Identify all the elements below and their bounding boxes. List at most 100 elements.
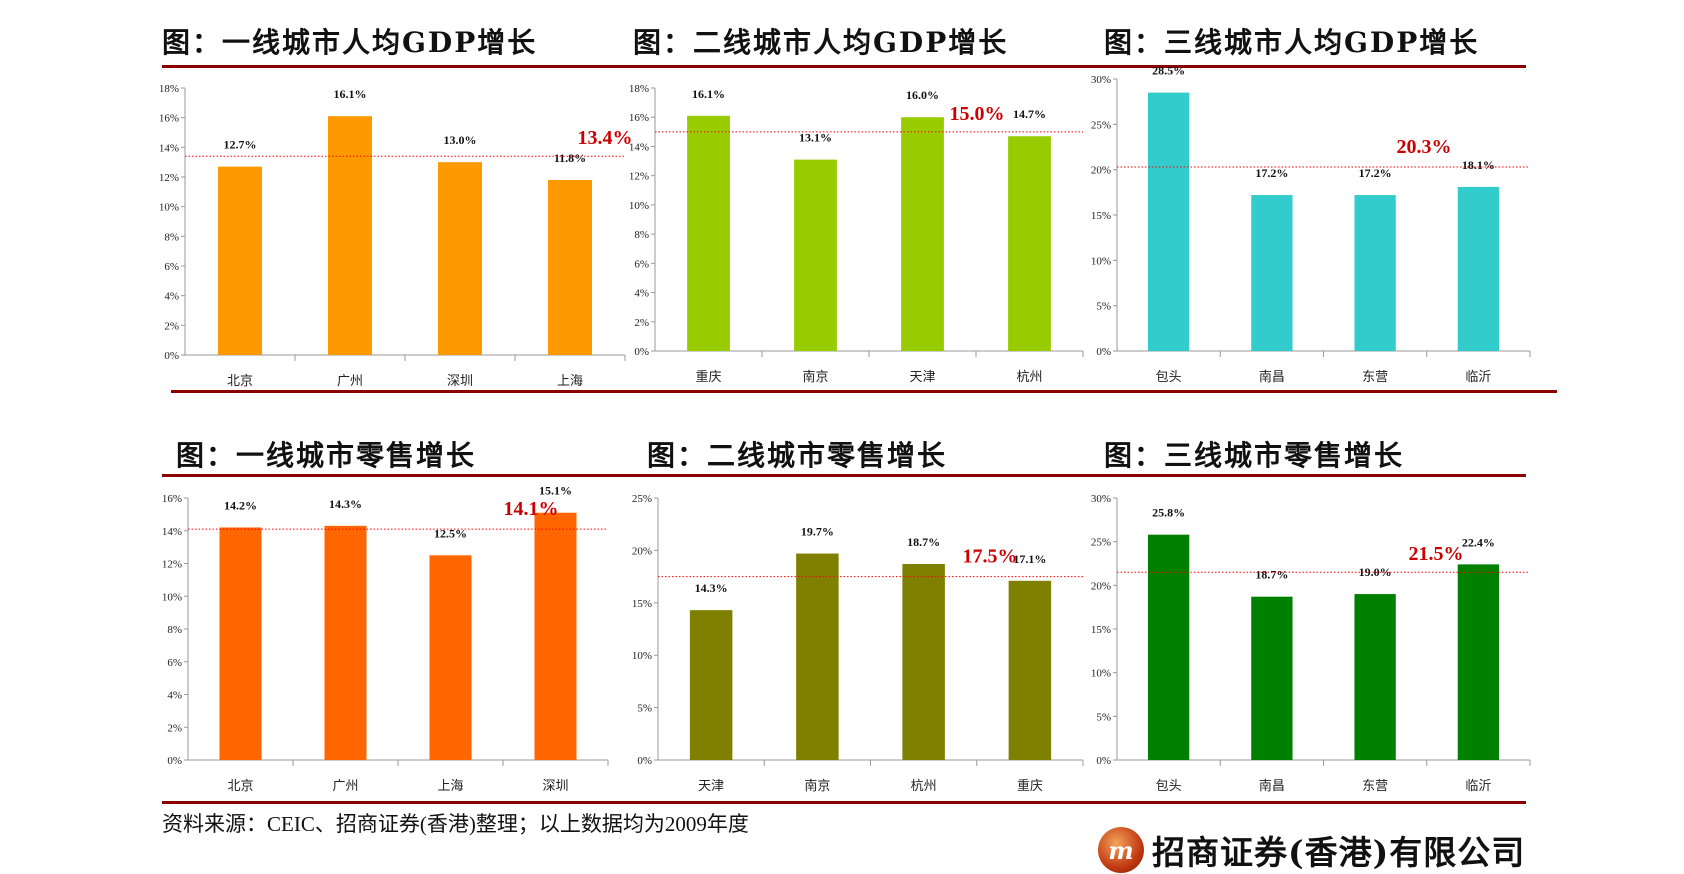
y-tick-label: 10%: [159, 202, 179, 214]
chart-title-tier2-retail: 图：二线城市零售增长: [647, 439, 948, 472]
value-label: 17.2%: [1255, 166, 1288, 180]
charts-canvas: 0% 2% 4% 6% 8% 10% 12% 14% 16% 18% 12.7% 北京 16.1% 广州 1…: [159, 64, 1531, 794]
y-tick-label: 16%: [159, 113, 179, 125]
y-tick-label: 2%: [164, 320, 179, 332]
y-tick-label: 14%: [162, 526, 182, 538]
y-tick-label: 0%: [1096, 755, 1111, 767]
value-label: 25.8%: [1152, 506, 1185, 520]
bar-上海: [548, 179, 592, 355]
value-label: 17.1%: [1013, 552, 1046, 566]
y-tick-label: 15%: [1091, 624, 1111, 636]
average-label: 13.4%: [578, 127, 633, 149]
bar-南京: [794, 159, 837, 351]
y-tick-label: 4%: [167, 690, 182, 702]
value-label: 19.0%: [1359, 565, 1392, 579]
category-label: 南京: [802, 369, 828, 385]
y-tick-label: 4%: [164, 291, 179, 303]
logo-emblem-icon: m: [1098, 827, 1144, 873]
category-label: 重庆: [695, 369, 721, 385]
bar-杭州: [1008, 136, 1051, 351]
bar-天津: [689, 610, 733, 760]
category-label: 上海: [557, 374, 583, 389]
average-label: 15.0%: [950, 103, 1005, 125]
value-label: 19.7%: [801, 525, 834, 539]
bar-南京: [796, 553, 839, 760]
y-tick-label: 18%: [159, 83, 179, 95]
value-label: 22.4%: [1462, 535, 1495, 549]
average-label: 14.1%: [504, 498, 559, 520]
y-tick-label: 10%: [629, 200, 649, 212]
y-tick-label: 15%: [1091, 210, 1111, 222]
y-tick-label: 16%: [629, 112, 649, 124]
top-rule-row2: [162, 474, 1526, 477]
category-label: 杭州: [1016, 370, 1042, 385]
y-tick-label: 8%: [164, 231, 179, 243]
source-note: 资料来源：CEIC、招商证券(香港)整理；以上数据均为2009年度: [162, 812, 749, 836]
value-label: 16.1%: [334, 87, 367, 101]
chart-title-tier3-gdp: 图：三线城市人均GDP增长: [1104, 26, 1480, 59]
bar-包头: [1147, 92, 1190, 351]
company-logo: m 招商证券(香港)有限公司: [1098, 826, 1525, 874]
y-tick-label: 0%: [637, 755, 652, 767]
y-tick-label: 20%: [632, 545, 652, 557]
value-label: 14.3%: [695, 581, 728, 595]
value-label: 15.1%: [539, 484, 572, 498]
value-label: 14.2%: [224, 498, 257, 512]
average-label: 21.5%: [1409, 543, 1464, 565]
value-label: 28.5%: [1152, 64, 1185, 78]
value-label: 13.0%: [444, 133, 477, 147]
average-label: 20.3%: [1397, 136, 1452, 158]
category-label: 上海: [437, 779, 463, 794]
y-tick-label: 0%: [164, 350, 179, 362]
category-label: 临沂: [1465, 779, 1491, 794]
y-tick-label: 5%: [1096, 711, 1111, 723]
category-label: 南京: [804, 778, 830, 794]
bottom-rule-row1: [171, 390, 1557, 393]
value-label: 16.1%: [692, 87, 725, 101]
category-label: 南昌: [1259, 369, 1285, 385]
category-label: 广州: [332, 779, 358, 794]
category-label: 天津: [909, 370, 935, 385]
chart-title-tier3-retail: 图：三线城市零售增长: [1104, 439, 1405, 472]
y-tick-label: 12%: [629, 171, 649, 183]
value-label: 12.5%: [434, 526, 467, 540]
bar-天津: [901, 117, 944, 351]
y-tick-label: 12%: [159, 172, 179, 184]
category-label: 深圳: [542, 779, 568, 794]
bar-东营: [1354, 594, 1396, 760]
top-rule-row1: [162, 65, 1526, 68]
bar-重庆: [1008, 580, 1052, 760]
bar-临沂: [1457, 186, 1500, 351]
y-tick-label: 25%: [1091, 119, 1111, 131]
bottom-rule-row2: [162, 801, 1526, 804]
value-label: 12.7%: [224, 138, 257, 152]
value-label: 13.1%: [799, 131, 832, 145]
y-tick-label: 8%: [167, 624, 182, 636]
y-tick-label: 14%: [629, 141, 649, 153]
y-tick-label: 14%: [159, 142, 179, 154]
y-tick-label: 20%: [1091, 165, 1111, 177]
y-tick-label: 10%: [162, 591, 182, 603]
y-tick-label: 5%: [637, 703, 652, 715]
value-label: 16.0%: [906, 88, 939, 102]
y-tick-label: 12%: [162, 559, 182, 571]
category-label: 重庆: [1017, 778, 1043, 794]
y-tick-label: 4%: [634, 288, 649, 300]
y-tick-label: 10%: [1091, 255, 1111, 267]
y-tick-label: 25%: [632, 493, 652, 505]
chart-title-tier2-gdp: 图：二线城市人均GDP增长: [633, 26, 1009, 59]
y-tick-label: 30%: [1091, 493, 1111, 505]
y-tick-label: 6%: [164, 261, 179, 273]
y-tick-label: 18%: [629, 83, 649, 95]
category-label: 深圳: [447, 374, 473, 389]
bar-包头: [1147, 534, 1190, 760]
value-label: 18.7%: [1255, 568, 1288, 582]
y-tick-label: 5%: [1096, 301, 1111, 313]
y-tick-label: 0%: [167, 755, 182, 767]
value-label: 14.3%: [329, 497, 362, 511]
bar-杭州: [902, 564, 945, 760]
y-tick-label: 15%: [632, 598, 652, 610]
bar-重庆: [687, 115, 730, 351]
y-tick-label: 20%: [1091, 580, 1111, 592]
bar-广州: [324, 525, 367, 760]
